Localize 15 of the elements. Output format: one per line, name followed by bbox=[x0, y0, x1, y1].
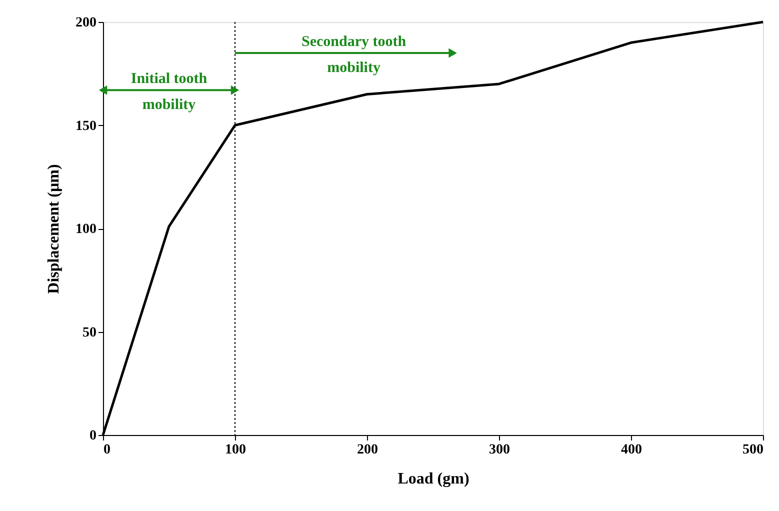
x-tick-label: 300 bbox=[489, 442, 510, 458]
y-tick-label: 0 bbox=[90, 428, 96, 444]
annotation: Secondary tooth mobility bbox=[302, 34, 407, 76]
y-tick-label: 200 bbox=[76, 16, 96, 30]
y-tick-label: 50 bbox=[82, 325, 96, 340]
x-tick-label: 0 bbox=[104, 442, 110, 458]
x-axis-title: Load (gm) bbox=[398, 470, 470, 488]
y-axis-title: Displacement (µm) bbox=[46, 164, 62, 294]
y-tick-label: 150 bbox=[76, 118, 96, 134]
y-tick-label: 100 bbox=[76, 222, 96, 237]
annotation: Initial tooth mobility bbox=[130, 71, 208, 114]
x-tick-label: 500 bbox=[742, 442, 764, 458]
x-tick-label: 100 bbox=[225, 442, 246, 458]
x-tick-label: 400 bbox=[621, 442, 642, 458]
x-tick-label: 200 bbox=[357, 442, 378, 458]
